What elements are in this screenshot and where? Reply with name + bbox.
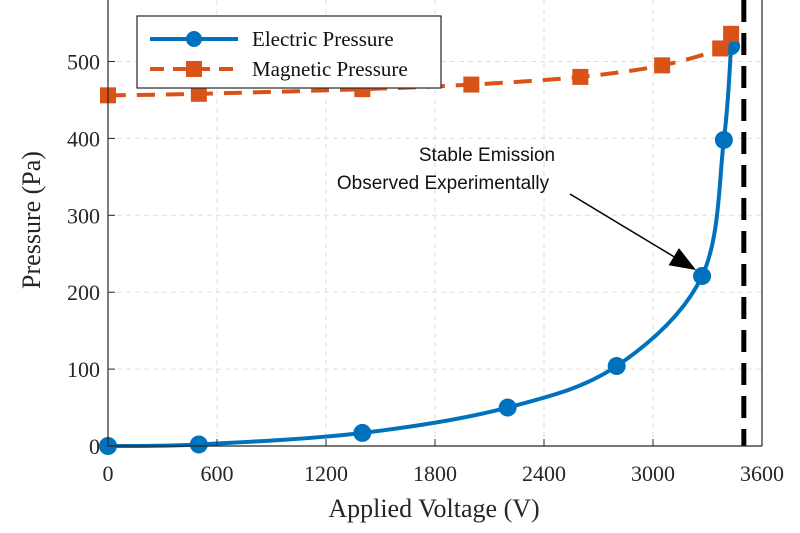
data-point (190, 85, 207, 102)
data-point (654, 57, 671, 74)
legend-magnetic-label: Magnetic Pressure (252, 57, 408, 81)
x-tick-label: 1800 (413, 461, 457, 486)
legend-magnetic-marker (186, 61, 202, 77)
y-tick-label: 300 (67, 203, 100, 228)
series-layer (99, 25, 741, 455)
annotation-line-1: Stable Emission (419, 145, 555, 166)
x-tick-label: 3600 (740, 461, 784, 486)
data-point (353, 423, 372, 442)
legend-electric-marker (186, 31, 202, 47)
x-tick-label: 1200 (304, 461, 348, 486)
x-tick-label: 3000 (631, 461, 675, 486)
tick-labels: 0 600 1200 1800 2400 3000 3600 0 100 200 300 400 500 (67, 50, 784, 486)
x-tick-label: 0 (103, 461, 114, 486)
data-point (714, 130, 733, 149)
data-point (463, 76, 480, 93)
data-point (498, 398, 517, 417)
y-tick-label: 400 (67, 126, 100, 151)
annotation-arrow (569, 193, 675, 258)
annotation-line-2: Observed Experimentally (337, 173, 550, 194)
data-point (723, 25, 740, 42)
y-tick-label: 100 (67, 357, 100, 382)
x-tick-label: 600 (201, 461, 234, 486)
axes (107, 0, 763, 447)
y-tick-label: 500 (67, 50, 100, 75)
annotation-arrowhead (668, 248, 697, 271)
y-tick-label: 200 (67, 280, 100, 305)
data-point (607, 357, 626, 376)
series-line (107, 45, 734, 448)
x-axis-label: Applied Voltage (V) (328, 494, 539, 523)
data-point (712, 40, 729, 57)
legend-electric-label: Electric Pressure (252, 27, 394, 51)
y-axis-label: Pressure (Pa) (17, 151, 46, 289)
annotation: Stable Emission Observed Experimentally (337, 145, 697, 271)
series-line (107, 32, 733, 98)
data-point (693, 267, 712, 286)
data-point (189, 435, 208, 454)
y-tick-label: 0 (89, 434, 100, 459)
x-tick-label: 2400 (522, 461, 566, 486)
legend: Electric Pressure Magnetic Pressure (136, 15, 442, 89)
data-point (572, 68, 589, 85)
